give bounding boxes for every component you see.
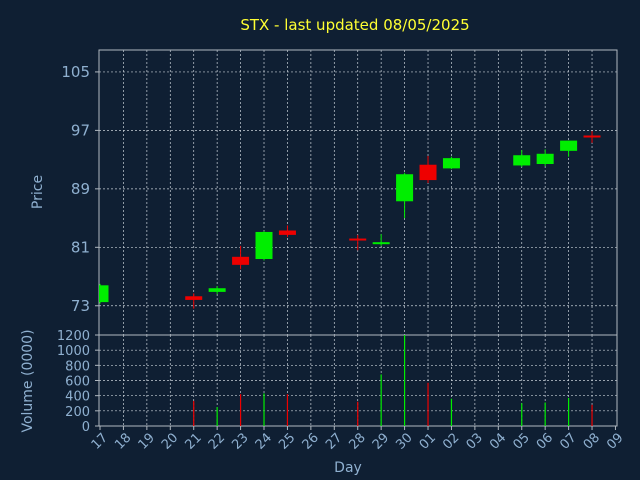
x-tick-label: 20 bbox=[159, 430, 181, 452]
candle-body bbox=[536, 153, 554, 164]
volume-tick-label: 600 bbox=[65, 375, 90, 390]
candle bbox=[99, 283, 109, 304]
candle bbox=[536, 149, 554, 167]
price-tick-label: 97 bbox=[71, 121, 90, 139]
candle bbox=[232, 245, 250, 270]
x-tick-label: 07 bbox=[557, 430, 579, 452]
x-tick-label: 06 bbox=[534, 430, 556, 452]
candle bbox=[255, 231, 273, 261]
candle-body bbox=[349, 238, 367, 241]
x-tick-label: 03 bbox=[464, 430, 486, 452]
x-tick-label: 22 bbox=[206, 430, 228, 452]
x-tick-label: 17 bbox=[89, 430, 111, 452]
x-tick-label: 18 bbox=[112, 430, 134, 452]
candle-body bbox=[99, 285, 109, 303]
candles bbox=[99, 131, 601, 309]
volume-tick-label: 400 bbox=[65, 390, 90, 405]
volume-axis-label: Volume (0000) bbox=[20, 329, 36, 432]
x-tick-label: 02 bbox=[440, 430, 462, 452]
candle-body bbox=[278, 230, 296, 235]
x-tick-label: 21 bbox=[182, 430, 204, 452]
candle-body bbox=[232, 256, 250, 265]
price-tick-labels: 73 81 89 97 105 bbox=[61, 63, 99, 315]
candle-body bbox=[208, 288, 226, 292]
x-tick-label: 28 bbox=[346, 430, 368, 452]
price-tick-label: 73 bbox=[71, 297, 90, 315]
candle-body bbox=[419, 164, 437, 181]
x-tick-label: 08 bbox=[581, 430, 603, 452]
candle-body bbox=[255, 231, 273, 259]
candle-body bbox=[396, 174, 414, 202]
volume-tick-label: 0 bbox=[82, 420, 90, 435]
x-tick-label: 04 bbox=[487, 430, 509, 452]
x-tick-labels: 17 18 19 20 21 22 23 24 25 26 27 28 29 30 01 02 03 04 05 06… bbox=[89, 426, 627, 453]
price-axis-label: Price bbox=[30, 175, 46, 209]
price-tick-label: 105 bbox=[61, 63, 90, 81]
x-tick-label: 05 bbox=[510, 430, 532, 452]
candle bbox=[208, 286, 226, 295]
x-tick-label: 27 bbox=[323, 430, 345, 452]
volume-tick-label: 200 bbox=[65, 405, 90, 420]
candle bbox=[419, 155, 437, 183]
candle bbox=[185, 293, 203, 309]
x-tick-label: 01 bbox=[417, 430, 439, 452]
candle-body bbox=[583, 135, 601, 138]
candle-body bbox=[372, 242, 390, 245]
candle bbox=[396, 172, 414, 219]
x-tick-label: 29 bbox=[370, 430, 392, 452]
candle-body bbox=[560, 140, 578, 151]
x-axis-label: Day bbox=[334, 460, 362, 476]
candle-body bbox=[442, 158, 460, 169]
candle bbox=[349, 234, 367, 251]
x-tick-label: 26 bbox=[300, 430, 322, 452]
volume-tick-label: 800 bbox=[65, 359, 90, 374]
volume-bars bbox=[193, 335, 593, 426]
candle bbox=[278, 225, 296, 238]
volume-tick-label: 1200 bbox=[57, 329, 90, 344]
candle bbox=[372, 234, 390, 246]
chart-title: STX - last updated 08/05/2025 bbox=[240, 16, 469, 34]
candle bbox=[513, 150, 531, 167]
x-tick-label: 23 bbox=[229, 430, 251, 452]
candle bbox=[560, 140, 578, 157]
candle bbox=[442, 156, 460, 170]
price-tick-label: 81 bbox=[71, 238, 90, 256]
price-panel-frame bbox=[98, 49, 618, 336]
candle-body bbox=[513, 155, 531, 166]
price-grid bbox=[99, 50, 617, 335]
x-tick-label: 24 bbox=[253, 430, 275, 452]
x-tick-label: 25 bbox=[276, 430, 298, 452]
price-tick-label: 89 bbox=[71, 180, 90, 198]
x-tick-label: 30 bbox=[393, 430, 415, 452]
candle-body bbox=[185, 296, 203, 300]
x-tick-label: 19 bbox=[136, 430, 158, 452]
volume-tick-label: 1000 bbox=[57, 344, 90, 359]
x-tick-label: 09 bbox=[604, 430, 626, 452]
candle bbox=[583, 131, 601, 143]
